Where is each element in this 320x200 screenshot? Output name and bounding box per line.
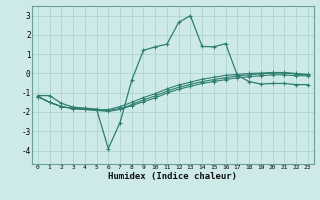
X-axis label: Humidex (Indice chaleur): Humidex (Indice chaleur) — [108, 172, 237, 181]
